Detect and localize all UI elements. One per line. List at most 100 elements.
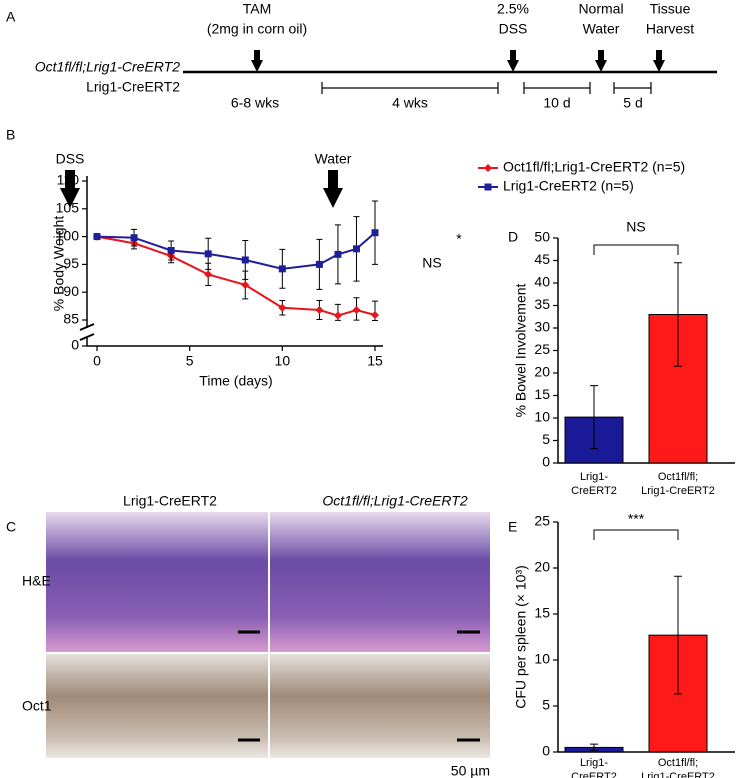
- row-label: Oct1: [22, 698, 52, 714]
- column-label: Oct1fl/fl;Lrig1-CreERT2: [322, 493, 467, 509]
- x-tick-label: Lrig1- CreERT2: [571, 757, 617, 778]
- error-bar: [674, 575, 682, 695]
- interval-label: 5 d: [623, 95, 642, 111]
- y-tick-label: 15: [534, 386, 550, 402]
- annotation: NS: [626, 219, 645, 235]
- y-tick-label: 45: [534, 251, 550, 267]
- event-label: TAM: [243, 1, 272, 17]
- y-tick-label: 0: [542, 454, 550, 470]
- y-tick-label: 85: [63, 311, 79, 327]
- event-label: Tissue: [650, 1, 691, 17]
- genotype-label: Lrig1-CreERT2: [86, 79, 180, 95]
- arrow: [595, 50, 607, 72]
- marker: [315, 260, 323, 268]
- x-axis-label: Time (days): [199, 373, 272, 389]
- legend-label: Lrig1-CreERT2 (n=5): [503, 178, 634, 194]
- marker: [334, 250, 342, 258]
- y-tick-label: 20: [534, 559, 550, 575]
- arrow: [323, 170, 343, 208]
- y-axis-label: CFU per spleen (× 10³): [513, 565, 529, 709]
- marker: [333, 311, 342, 320]
- marker: [315, 305, 324, 314]
- legend-marker: [484, 164, 492, 172]
- error-bar: [590, 743, 598, 752]
- interval-label: 10 d: [543, 95, 570, 111]
- x-tick-label: Oct1fl/fl; Lrig1-CreERT2: [641, 471, 715, 497]
- event-label: DSS: [499, 21, 528, 37]
- marker: [352, 305, 361, 314]
- error-bar: [674, 262, 682, 367]
- series-line: [96, 235, 376, 317]
- y-tick-label: 5: [542, 697, 550, 713]
- x-tick-label: 0: [93, 353, 101, 369]
- interval-label: 4 wks: [392, 95, 428, 111]
- y-tick-label: 20: [534, 364, 550, 380]
- y-tick-label: 25: [534, 341, 550, 357]
- panel-label: A: [6, 9, 16, 25]
- histology-image: [270, 512, 490, 652]
- histology-image: [46, 512, 268, 652]
- y-tick-label: 15: [534, 605, 550, 621]
- marker: [371, 229, 379, 237]
- panel-label: D: [508, 229, 518, 245]
- y-tick-label: 95: [63, 255, 79, 271]
- arrow: [251, 50, 263, 72]
- significance-bracket: [593, 529, 679, 540]
- annotation: Water: [315, 151, 352, 167]
- x-tick-label: 15: [367, 353, 383, 369]
- event-label: 2.5%: [497, 1, 529, 17]
- marker: [204, 270, 213, 279]
- x-tick-label: 10: [275, 353, 291, 369]
- legend-marker: [484, 183, 492, 191]
- histology-image: [46, 654, 268, 758]
- annotation: *: [456, 231, 462, 247]
- marker: [278, 265, 286, 273]
- y-tick-label: 100: [56, 227, 80, 243]
- row-label: H&E: [22, 573, 51, 589]
- annotation: DSS: [56, 151, 85, 167]
- x-tick-label: 5: [186, 353, 194, 369]
- arrow: [60, 170, 80, 208]
- event-label: (2mg in corn oil): [207, 21, 307, 37]
- marker: [167, 247, 175, 254]
- marker: [204, 250, 212, 258]
- marker: [352, 245, 360, 253]
- y-tick-label: 90: [63, 283, 79, 299]
- y-tick-label: 10: [534, 651, 550, 667]
- y-tick-label: 105: [56, 200, 80, 216]
- marker: [278, 303, 287, 312]
- axis-break: [79, 333, 95, 341]
- interval-label: 6-8 wks: [231, 95, 279, 111]
- annotation: NS: [422, 255, 441, 271]
- event-label: Water: [583, 21, 620, 37]
- y-tick-label: 40: [534, 274, 550, 290]
- series-line: [96, 231, 376, 270]
- y-tick-label: 30: [534, 319, 550, 335]
- marker: [241, 256, 249, 264]
- y-tick-label: 5: [542, 431, 550, 447]
- x-tick-label: Oct1fl/fl; Lrig1-CreERT2: [641, 757, 715, 778]
- scale-bar-label: 50 µm: [451, 763, 490, 778]
- y-tick-label: 0: [71, 337, 79, 353]
- annotation: ***: [628, 511, 645, 527]
- genotype-label: Oct1fl/fl;Lrig1-CreERT2: [35, 59, 180, 75]
- histology-image: [270, 654, 490, 758]
- marker: [130, 234, 138, 242]
- panel-label: E: [508, 519, 517, 535]
- y-tick-label: 25: [534, 513, 550, 529]
- event-label: Normal: [578, 1, 623, 17]
- x-tick-label: Lrig1- CreERT2: [571, 471, 617, 497]
- y-axis-label: % Body Weight: [51, 216, 67, 312]
- panel-label: B: [6, 127, 15, 143]
- y-tick-label: 35: [534, 296, 550, 312]
- y-tick-label: 50: [534, 229, 550, 245]
- axis-break: [79, 323, 95, 331]
- event-label: Harvest: [646, 21, 694, 37]
- arrow: [507, 50, 519, 72]
- marker: [241, 280, 250, 289]
- arrow: [653, 50, 665, 72]
- y-tick-label: 0: [542, 743, 550, 759]
- error-bar: [590, 385, 598, 450]
